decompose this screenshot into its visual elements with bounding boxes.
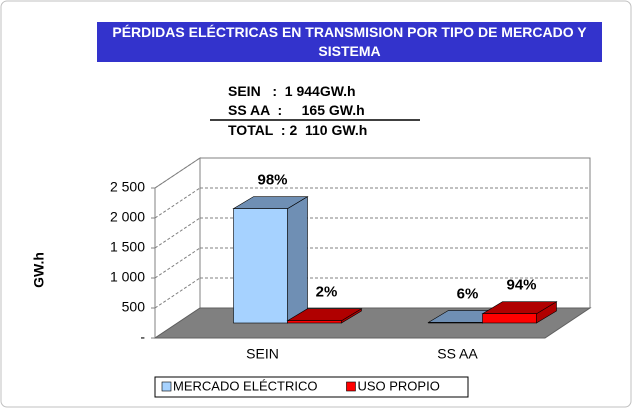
y-tick-label: 2 500 xyxy=(110,179,145,195)
grid-line xyxy=(154,157,201,189)
grid-line xyxy=(154,187,201,219)
grid-line xyxy=(154,217,201,249)
y-tick-label: 1 500 xyxy=(110,239,145,255)
bar xyxy=(287,320,342,324)
bar xyxy=(428,322,483,324)
data-label: 94% xyxy=(506,277,536,294)
bar xyxy=(233,208,288,324)
y-axis-label: GW.h xyxy=(31,252,47,288)
legend-label: MERCADO ELÉCTRICO xyxy=(173,378,317,393)
y-tick-label: 2 000 xyxy=(110,209,145,225)
annotation: SEIN : 1 944GW.h xyxy=(228,83,356,99)
annotation: SS AA : 165 GW.h xyxy=(228,102,365,118)
chart-title: PÉRDIDAS ELÉCTRICAS EN TRANSMISION POR T… xyxy=(97,22,602,62)
x-tick-label: SS AA xyxy=(437,346,478,362)
y-tick-label: 1 000 xyxy=(110,269,145,285)
data-label: 6% xyxy=(457,285,479,302)
bar xyxy=(482,313,537,324)
y-tick-label: - xyxy=(140,329,145,345)
grid-line xyxy=(154,277,201,309)
grid-line xyxy=(154,247,201,279)
bar-side xyxy=(287,196,308,324)
left-wall xyxy=(154,157,201,339)
y-tick-label: 500 xyxy=(122,299,146,315)
legend-swatch xyxy=(346,381,356,392)
data-label: 98% xyxy=(257,172,287,189)
legend-swatch xyxy=(161,381,172,392)
x-tick-label: SEIN xyxy=(246,346,279,362)
legend-label: USO PROPIO xyxy=(357,378,439,393)
data-label: 2% xyxy=(316,284,338,301)
legend-box xyxy=(154,376,469,398)
annotation: TOTAL : 2 110 GW.h xyxy=(228,122,368,138)
